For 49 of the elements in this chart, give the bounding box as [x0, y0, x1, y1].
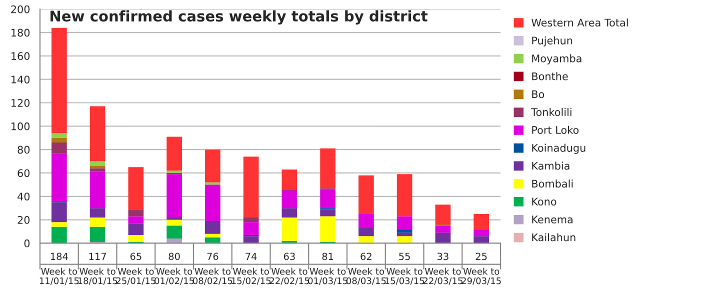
text: 63 — [284, 252, 295, 260]
legend-label: Pujehun — [532, 36, 572, 46]
text: 65 — [130, 252, 142, 260]
text: 76 — [207, 252, 218, 260]
x-tick-label: Week to 01/03/15 — [308, 268, 348, 285]
y-tick-label: 120 — [12, 98, 30, 107]
text: 184 — [50, 252, 68, 260]
legend-label: Bombali — [532, 180, 573, 188]
y-tick-label: 200 — [11, 5, 30, 14]
legend-label: Bo — [532, 90, 544, 98]
y-tick-label: 160 — [12, 52, 30, 60]
y-tick-label: 40 — [18, 192, 30, 200]
y-tick-label: 60 — [18, 169, 30, 178]
x-tick-label: Week to 29/03/15 — [462, 268, 501, 285]
legend-label: Port Loko — [532, 126, 579, 134]
legend-label: Koinadugu — [532, 144, 586, 154]
y-tick-label: 20 — [18, 216, 30, 224]
y-tick-label: 180 — [12, 28, 30, 37]
text: 33 — [438, 252, 448, 260]
legend-label: Western Area Total — [532, 18, 628, 27]
y-tick-label: 80 — [18, 146, 30, 154]
text: 81 — [322, 252, 334, 260]
text: 117 — [89, 252, 106, 260]
text: 74 — [246, 252, 257, 260]
legend-label: Bonthe — [532, 72, 568, 80]
y-tick-label: 0 — [24, 239, 30, 248]
y-tick-label: 140 — [12, 76, 30, 84]
x-tick-label: Week to 08/03/15 — [346, 268, 386, 285]
x-tick-label: Week to 11/01/15 — [40, 268, 79, 285]
x-tick-label: Week to 22/03/15 — [423, 268, 462, 285]
text: 55 — [399, 252, 410, 260]
text: 25 — [476, 252, 487, 260]
text: 80 — [168, 252, 180, 260]
legend-label: Kenema — [532, 216, 572, 224]
legend-label: Kambia — [532, 162, 570, 170]
text: 62 — [360, 252, 372, 260]
legend-label: Tonkolili — [531, 108, 572, 116]
x-tick-label: Week to 22/02/15 — [270, 268, 309, 285]
chart-title: New confirmed cases weekly totals by district — [50, 10, 428, 25]
x-tick-label: Week to 15/02/15 — [232, 268, 271, 285]
legend-label: Moyamba — [532, 54, 582, 64]
legend-label: Kailahun — [532, 233, 576, 242]
y-tick-label: 100 — [12, 122, 30, 130]
x-tick-label: Week to 08/02/15 — [193, 268, 232, 285]
legend-label: Kono — [532, 198, 556, 206]
x-tick-label: Week to 01/02/15 — [154, 268, 194, 285]
x-tick-label: Week to 15/03/15 — [385, 268, 424, 285]
x-tick-label: Week to 25/01/15 — [116, 268, 156, 285]
x-tick-label: Week to 18/01/15 — [78, 268, 118, 285]
